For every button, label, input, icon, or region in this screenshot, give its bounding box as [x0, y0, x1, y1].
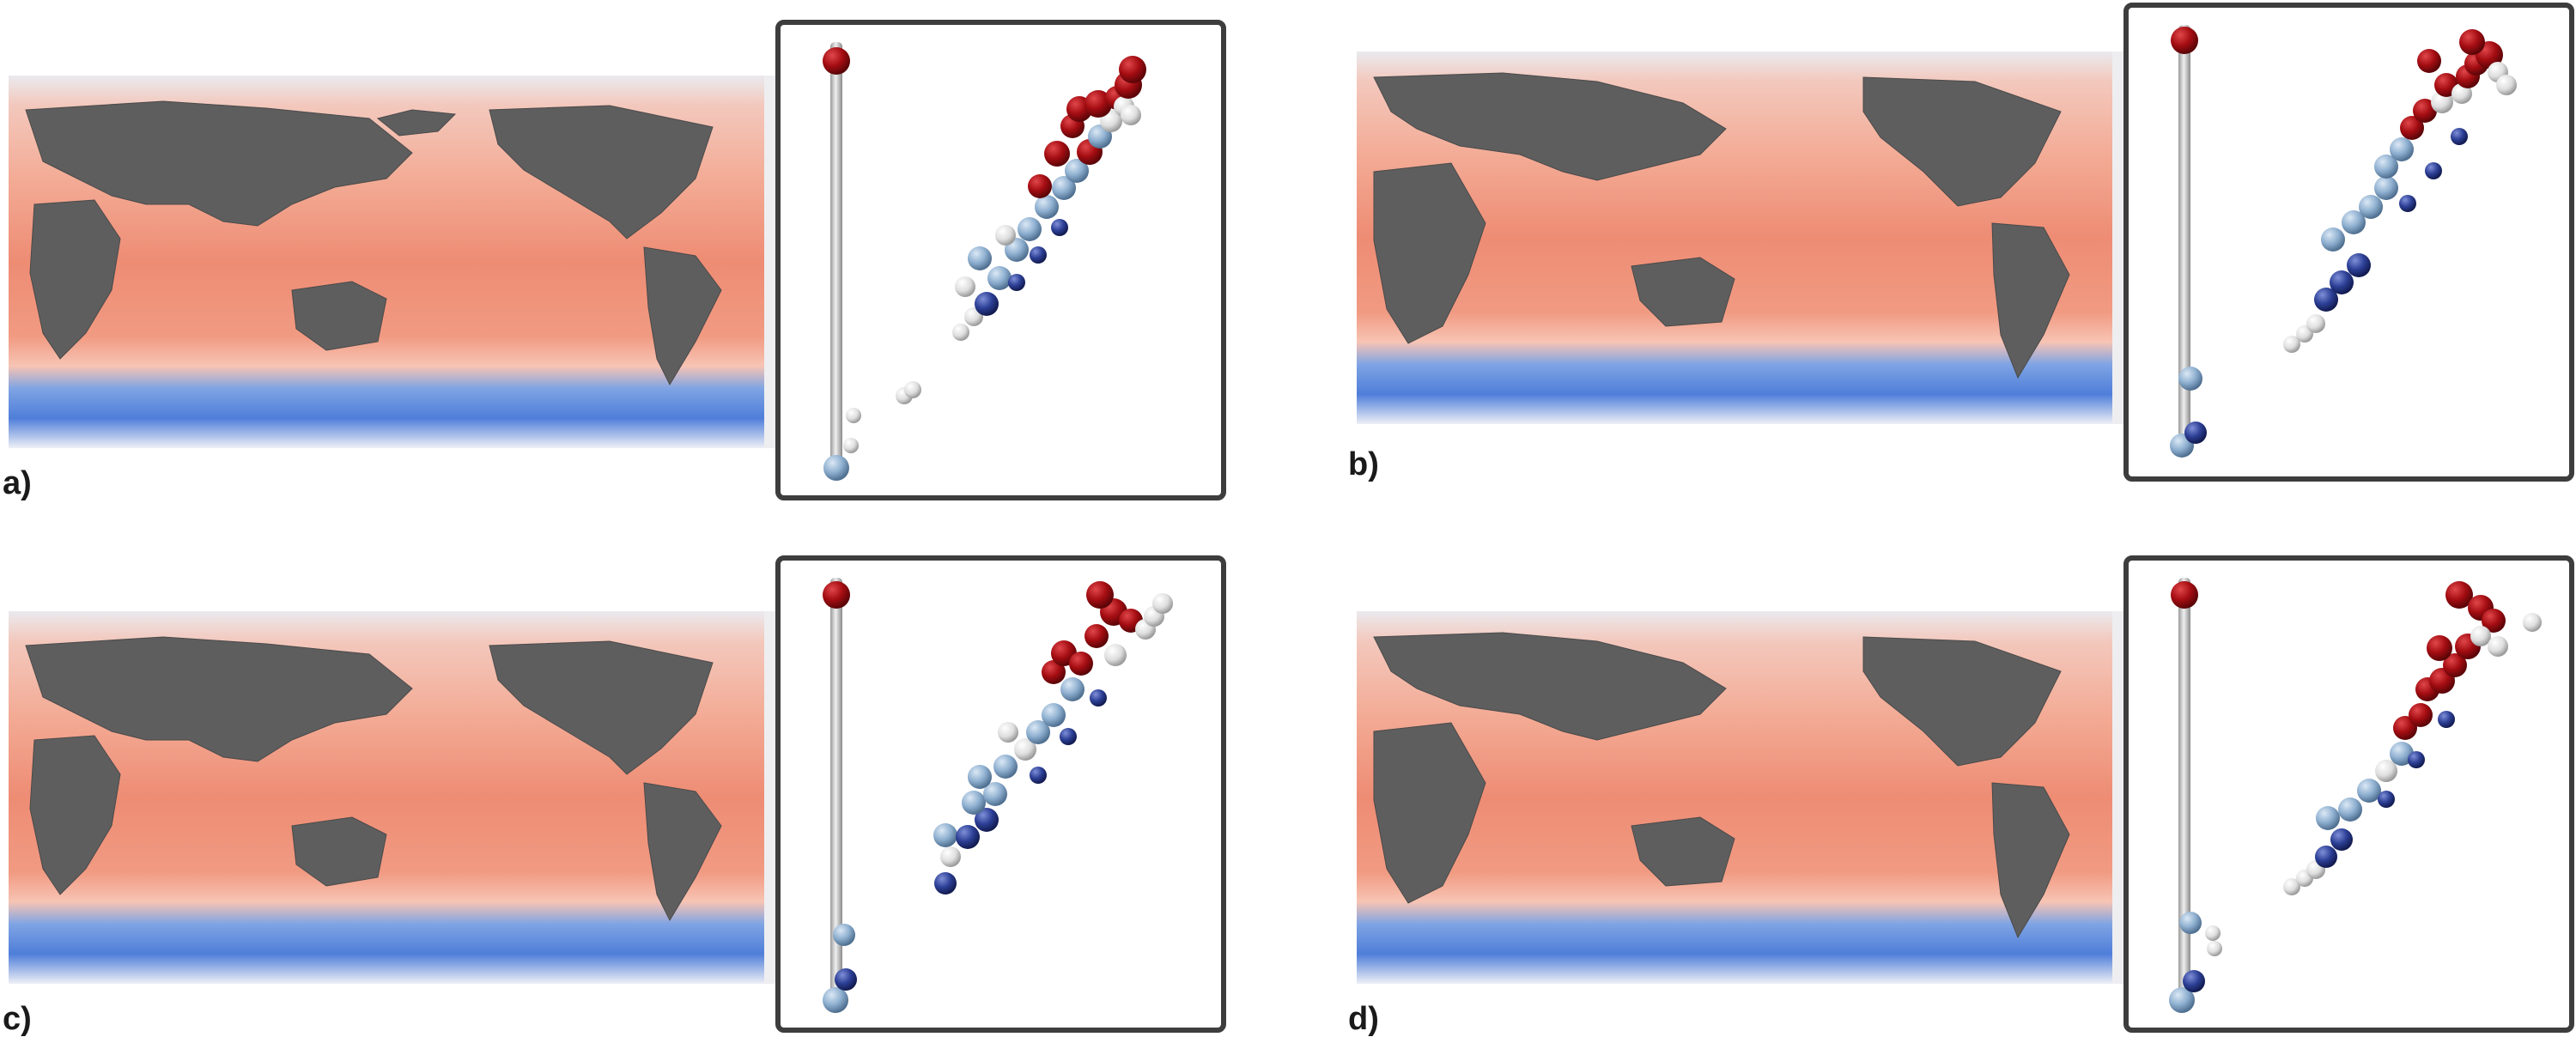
top-node — [823, 47, 850, 75]
network-box-a — [775, 20, 1226, 500]
node-white — [904, 381, 921, 398]
top-node — [823, 581, 850, 609]
node-darkblue — [2183, 970, 2205, 992]
network-box-b — [2123, 3, 2574, 482]
node-white — [2207, 941, 2222, 956]
panel-label-c: c) — [3, 1001, 32, 1037]
stem-bar — [830, 42, 842, 471]
node-chain — [952, 56, 1146, 341]
node-white — [843, 438, 859, 453]
node-lightblue — [2178, 367, 2202, 391]
panel-label-b: b) — [1348, 446, 1379, 482]
node-lightblue — [2179, 912, 2202, 934]
node-chain — [2283, 29, 2517, 353]
stem-bar — [2178, 578, 2190, 1007]
node-darkblue — [835, 968, 857, 991]
panel-label-d: d) — [1348, 1001, 1379, 1037]
top-node — [2171, 581, 2198, 609]
world-map-a — [9, 76, 781, 448]
node-white — [2205, 925, 2221, 941]
landmass — [25, 100, 722, 386]
panel-label-a: a) — [3, 465, 32, 501]
node-chain — [933, 581, 1173, 894]
network-box-c — [775, 555, 1226, 1033]
bottom-node — [823, 987, 848, 1013]
node-darkblue — [2184, 421, 2207, 444]
node-white — [846, 408, 861, 423]
network-box-d — [2123, 555, 2574, 1033]
world-map-b — [1357, 52, 2129, 424]
bottom-node — [2169, 987, 2195, 1013]
landmass — [25, 636, 722, 922]
world-map-d — [1357, 611, 2129, 984]
landmass — [1373, 632, 2070, 939]
landmass — [1373, 72, 2070, 379]
stem-bar — [830, 578, 842, 1007]
bottom-node — [823, 455, 849, 481]
top-node — [2171, 27, 2198, 54]
stem-bar — [2178, 25, 2190, 437]
node-chain — [2283, 581, 2542, 895]
node-lightblue — [833, 924, 855, 946]
world-map-c — [9, 611, 781, 984]
